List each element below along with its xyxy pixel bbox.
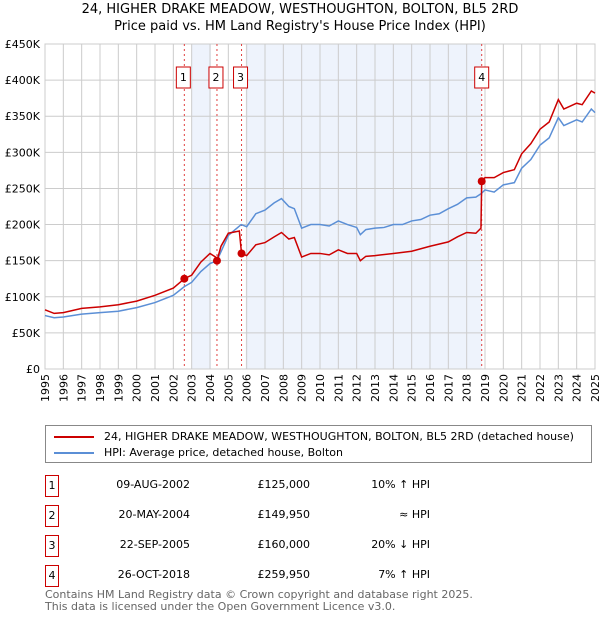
x-tick-label: 2002 (167, 374, 180, 402)
x-tick-label: 2008 (277, 374, 290, 402)
y-tick-label: £150K (5, 255, 41, 268)
x-tick-label: 2021 (516, 374, 529, 402)
x-tick-label: 1996 (57, 374, 70, 402)
chart-title: 24, HIGHER DRAKE MEADOW, WESTHOUGHTON, B… (81, 2, 519, 17)
y-tick-label: £400K (5, 74, 41, 87)
sale-marker-label: 1 (180, 71, 187, 84)
x-tick-label: 2024 (571, 374, 584, 402)
transaction-row: 3 22-SEP-2005 £160,000 20% ↓ HPI (45, 535, 545, 557)
sale-marker-box (233, 66, 249, 89)
x-tick-label: 2017 (442, 374, 455, 402)
sale-point (477, 177, 486, 186)
x-tick-label: 2022 (534, 374, 547, 402)
sale-date: 22-SEP-2005 (119, 538, 190, 551)
sale-marker-box (208, 66, 224, 89)
x-tick-label: 2004 (204, 374, 217, 402)
chart-subtitle: Price paid vs. HM Land Registry's House … (114, 19, 486, 34)
sale-point (180, 274, 189, 283)
transaction-row: 4 26-OCT-2018 £259,950 7% ↑ HPI (45, 565, 545, 587)
hpi-relation: 20% ↓ HPI (371, 538, 430, 551)
transaction-row: 2 20-MAY-2004 £149,950 ≈ HPI (45, 505, 545, 527)
x-tick-label: 2000 (131, 374, 144, 402)
sale-marker-label: 4 (478, 71, 485, 84)
property-price-line (44, 89, 596, 315)
x-tick-label: 2016 (424, 374, 437, 402)
x-tick-label: 2001 (149, 374, 162, 402)
x-tick-label: 2025 (589, 374, 600, 402)
x-tick-label: 1999 (112, 374, 125, 402)
legend-item-property: 24, HIGHER DRAKE MEADOW, WESTHOUGHTON, B… (54, 430, 574, 443)
y-tick-label: £300K (5, 146, 41, 159)
sale-marker-badge: 3 (45, 535, 59, 557)
y-tick-label: £250K (5, 182, 41, 195)
legend-swatch (54, 435, 94, 438)
footer-line: This data is licensed under the Open Gov… (45, 600, 396, 613)
y-tick-label: £50K (12, 327, 41, 340)
sale-point (212, 256, 221, 265)
sale-price: £160,000 (257, 538, 311, 551)
x-tick-label: 2011 (332, 374, 345, 402)
plot-frame (44, 43, 596, 370)
hpi-relation: 7% ↑ HPI (378, 568, 430, 581)
legend: 24, HIGHER DRAKE MEADOW, WESTHOUGHTON, B… (45, 425, 592, 463)
y-tick-label: £200K (5, 219, 41, 232)
sale-marker-badge: 4 (45, 565, 59, 587)
x-tick-label: 2020 (497, 374, 510, 402)
x-tick-label: 2010 (314, 374, 327, 402)
footer-line: Contains HM Land Registry data © Crown c… (45, 588, 473, 601)
x-tick-label: 1997 (76, 374, 89, 402)
sale-price: £259,950 (257, 568, 311, 581)
y-tick-label: £0 (26, 363, 40, 376)
y-tick-label: £450K (5, 38, 41, 51)
x-tick-label: 2015 (406, 374, 419, 402)
x-tick-label: 2019 (479, 374, 492, 402)
hpi-line (44, 107, 596, 319)
x-tick-label: 1998 (94, 374, 107, 402)
legend-swatch (54, 451, 94, 454)
sale-price: £149,950 (257, 508, 311, 521)
x-tick-label: 2012 (351, 374, 364, 402)
x-tick-label: 2018 (461, 374, 474, 402)
sale-marker-badge: 1 (45, 475, 59, 497)
sale-marker-label: 3 (237, 71, 244, 84)
x-tick-label: 2014 (387, 374, 400, 402)
x-tick-label: 2005 (222, 374, 235, 402)
footer: Contains HM Land Registry data © Crown c… (45, 589, 473, 613)
x-tick-label: 2023 (552, 374, 565, 402)
x-tick-label: 2006 (241, 374, 254, 402)
sale-point (237, 249, 246, 258)
shaded-region (245, 44, 482, 369)
legend-label: 24, HIGHER DRAKE MEADOW, WESTHOUGHTON, B… (104, 430, 574, 443)
transaction-row: 1 09-AUG-2002 £125,000 10% ↑ HPI (45, 475, 545, 497)
y-tick-label: £100K (5, 291, 41, 304)
sale-marker-badge: 2 (45, 505, 59, 527)
sale-date: 20-MAY-2004 (118, 508, 190, 521)
shaded-region (191, 44, 211, 369)
sale-date: 09-AUG-2002 (116, 478, 190, 491)
sale-date: 26-OCT-2018 (117, 568, 190, 581)
x-tick-label: 2009 (296, 374, 309, 402)
hpi-relation: ≈ HPI (399, 508, 430, 521)
y-tick-label: £350K (5, 110, 41, 123)
x-tick-label: 2013 (369, 374, 382, 402)
legend-item-hpi: HPI: Average price, detached house, Bolt… (54, 446, 343, 459)
hpi-relation: 10% ↑ HPI (371, 478, 430, 491)
sale-marker-box (175, 66, 191, 89)
x-tick-label: 2007 (259, 374, 272, 402)
price-chart: 1995 1996 1997 1998 1999 2000 2001 2002 2003 2004… (5, 38, 600, 402)
sale-price: £125,000 (257, 478, 311, 491)
x-tick-label: 1995 (39, 374, 52, 402)
sale-marker-label: 2 (212, 71, 219, 84)
x-tick-label: 2003 (186, 374, 199, 402)
sale-marker-box (474, 66, 490, 89)
legend-label: HPI: Average price, detached house, Bolt… (104, 446, 343, 459)
